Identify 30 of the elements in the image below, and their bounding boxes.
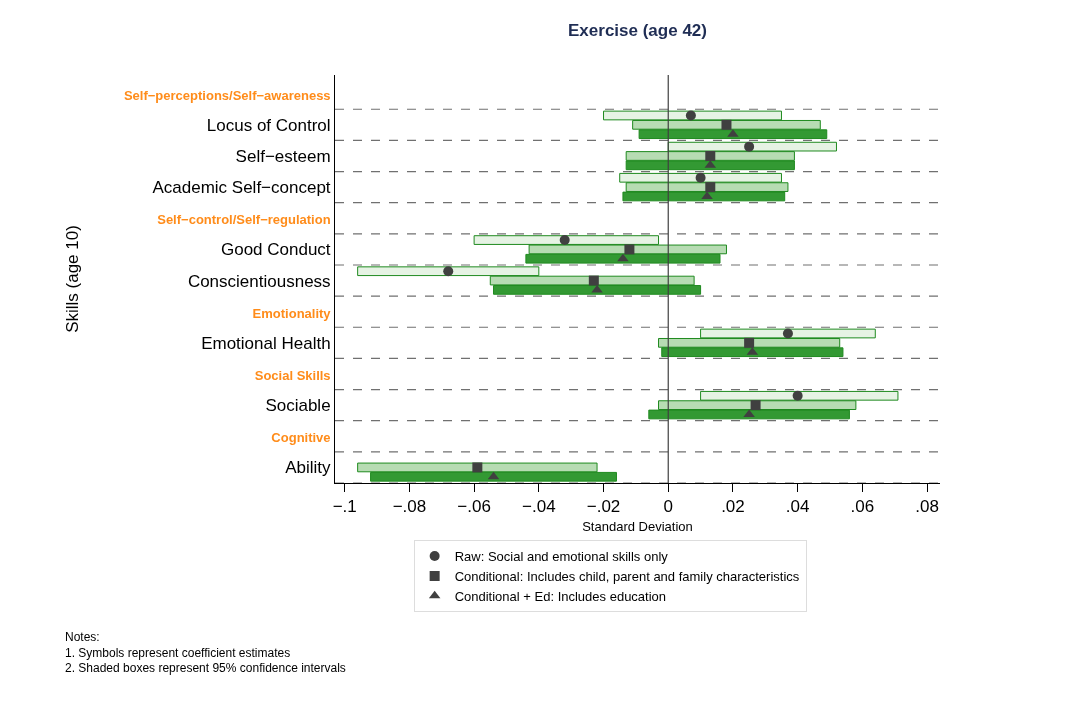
y-tick-label: Social Skills xyxy=(254,367,331,383)
x-tick-label: 0 xyxy=(663,497,673,517)
y-tick-label: Locus of Control xyxy=(206,115,331,135)
x-tick-label: .02 xyxy=(721,497,745,517)
x-tick-label: −.1 xyxy=(332,497,357,517)
y-tick-label: Emotional Health xyxy=(201,333,331,353)
legend-label: Conditional + Ed: Includes education xyxy=(454,588,667,604)
x-tick-label: −.04 xyxy=(522,497,556,517)
y-tick-label: Self−perceptions/Self−awareness xyxy=(123,87,331,103)
y-axis-title: Skills (age 10) xyxy=(63,225,83,333)
y-tick-label: Sociable xyxy=(265,396,331,416)
y-tick-label: Academic Self−concept xyxy=(152,178,331,198)
x-tick-label: .06 xyxy=(850,497,875,517)
legend-label: Conditional: Includes child, parent and family characteristics xyxy=(454,569,800,585)
y-tick-label: Ability xyxy=(285,458,332,478)
x-tick-label: .08 xyxy=(915,497,939,517)
text: Notes: 1. Symbols represent coefficient estimates 2. Shaded boxes represent 95% confidence intervals xyxy=(65,630,346,676)
y-tick-label: Cognitive xyxy=(271,430,331,446)
x-tick-label: −.06 xyxy=(457,497,491,517)
y-tick-label: Conscientiousness xyxy=(187,271,331,291)
x-tick-label: −.02 xyxy=(586,497,621,517)
y-tick-label: Good Conduct xyxy=(220,240,331,260)
legend-label: Raw: Social and emotional skills only xyxy=(454,549,669,565)
x-tick-label: .04 xyxy=(785,497,810,517)
x-axis-title: Standard Deviation xyxy=(582,519,693,534)
y-tick-label: Self−esteem xyxy=(235,146,331,166)
y-tick-label: Emotionality xyxy=(252,305,332,321)
chart-title: Exercise (age 42) xyxy=(568,21,707,41)
x-tick-label: −.08 xyxy=(392,497,427,517)
y-tick-label: Self−control/Self−regulation xyxy=(157,212,331,228)
